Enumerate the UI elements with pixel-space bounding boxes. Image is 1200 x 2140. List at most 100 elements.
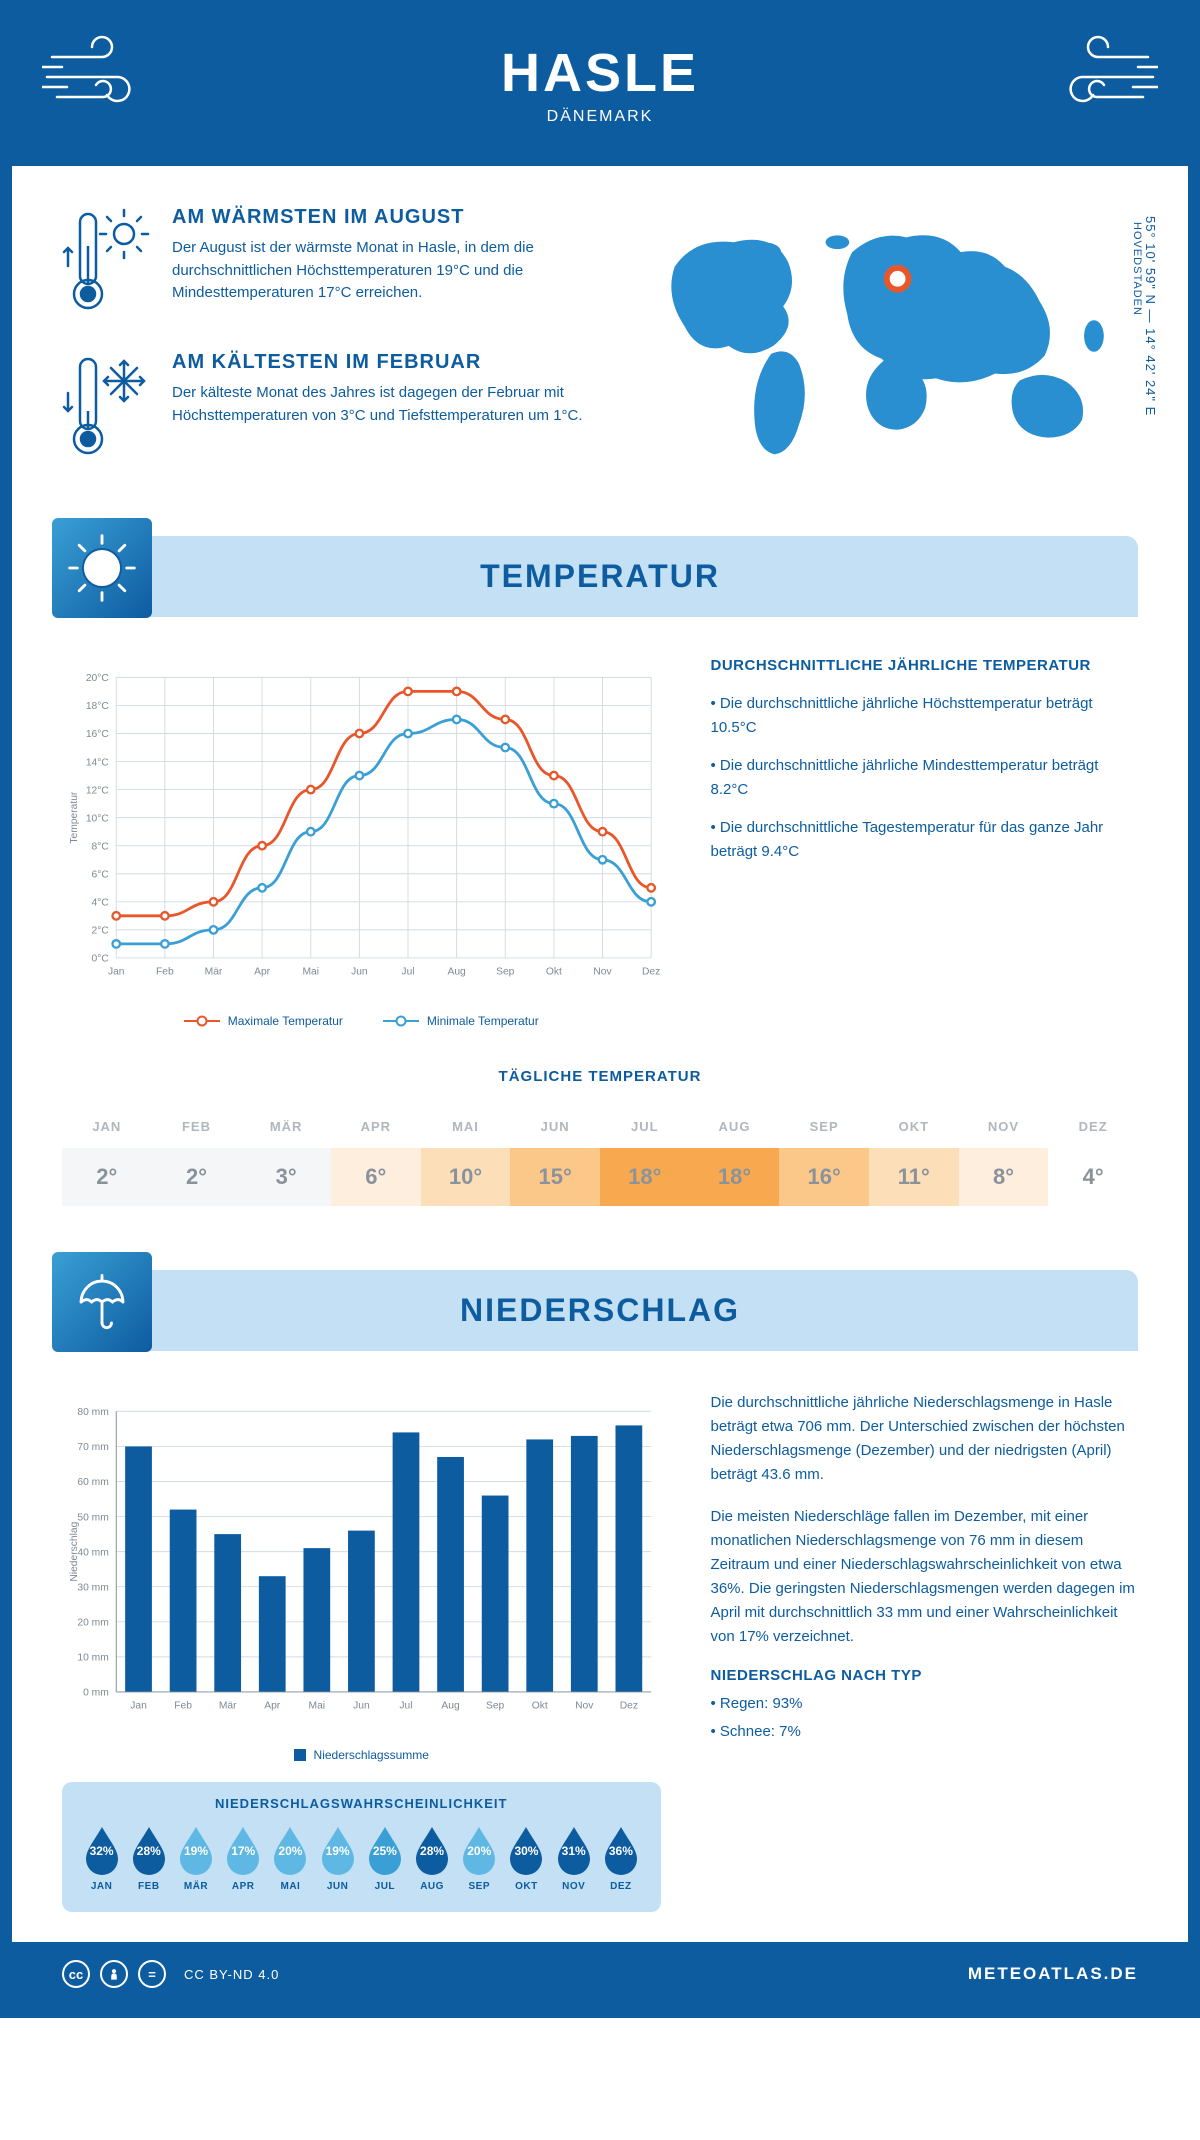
daily-temp-cell: MÄR3° [241, 1105, 331, 1220]
page-title: HASLE [32, 42, 1168, 104]
svg-text:Mär: Mär [219, 1701, 237, 1712]
svg-text:40 mm: 40 mm [77, 1547, 108, 1558]
precip-legend: Niederschlagssumme [62, 1748, 661, 1762]
footer: cc = CC BY-ND 4.0 METEOATLAS.DE [12, 1942, 1188, 2006]
by-icon [100, 1960, 128, 1988]
prob-cell: 28%FEB [127, 1825, 170, 1892]
daily-temp-cell: OKT11° [869, 1105, 959, 1220]
daily-temp-cell: JAN2° [62, 1105, 152, 1220]
temp-stat-item: • Die durchschnittliche jährliche Höchst… [711, 692, 1139, 740]
sun-icon [52, 518, 152, 618]
precip-probability-box: NIEDERSCHLAGSWAHRSCHEINLICHKEIT 32%JAN28… [62, 1782, 661, 1912]
svg-text:0 mm: 0 mm [83, 1688, 109, 1699]
coldest-title: AM KÄLTESTEN IM FEBRUAR [172, 351, 605, 374]
warmest-body: Der August ist der wärmste Monat in Hasl… [172, 237, 605, 305]
svg-text:Nov: Nov [575, 1701, 594, 1712]
coordinates: 55° 10' 59" N — 14° 42' 24" E HOVEDSTADE… [1131, 216, 1158, 416]
svg-text:Dez: Dez [620, 1701, 638, 1712]
svg-text:20°C: 20°C [86, 673, 110, 684]
precip-type-heading: NIEDERSCHLAG NACH TYP [711, 1667, 1139, 1684]
precip-type-item: • Schnee: 7% [711, 1720, 1139, 1744]
temperature-line-chart: 0°C2°C4°C6°C8°C10°C12°C14°C16°C18°C20°CJ… [62, 657, 661, 997]
legend-min: Minimale Temperatur [427, 1014, 539, 1028]
svg-text:Aug: Aug [448, 967, 467, 978]
precipitation-title: NIEDERSCHLAG [92, 1292, 1108, 1329]
temperature-header: TEMPERATUR [62, 536, 1138, 617]
world-map [645, 206, 1138, 466]
daily-temp-cell: MAI10° [421, 1105, 511, 1220]
prob-cell: 32%JAN [80, 1825, 123, 1892]
coords-region: HOVEDSTADEN [1131, 222, 1143, 416]
daily-temp-cell: JUL18° [600, 1105, 690, 1220]
wind-icon [42, 32, 162, 122]
svg-text:Jan: Jan [108, 967, 125, 978]
prob-cell: 20%MAI [269, 1825, 312, 1892]
svg-text:60 mm: 60 mm [77, 1477, 108, 1488]
daily-temp-heading: TÄGLICHE TEMPERATUR [62, 1068, 1138, 1085]
coldest-block: AM KÄLTESTEN IM FEBRUAR Der kälteste Mon… [62, 351, 605, 461]
svg-text:30 mm: 30 mm [77, 1582, 108, 1593]
svg-text:10°C: 10°C [86, 813, 110, 824]
legend-max: Maximale Temperatur [228, 1014, 343, 1028]
prob-cell: 20%SEP [458, 1825, 501, 1892]
temp-stat-item: • Die durchschnittliche jährliche Mindes… [711, 754, 1139, 802]
daily-temp-cell: APR6° [331, 1105, 421, 1220]
temp-stat-item: • Die durchschnittliche Tagestemperatur … [711, 816, 1139, 864]
svg-text:Temperatur: Temperatur [69, 791, 80, 843]
daily-temp-cell: AUG18° [690, 1105, 780, 1220]
precipitation-bar-chart: 0 mm10 mm20 mm30 mm40 mm50 mm60 mm70 mm8… [62, 1391, 661, 1731]
svg-text:80 mm: 80 mm [77, 1407, 108, 1418]
prob-cell: 19%MÄR [174, 1825, 217, 1892]
svg-text:Mai: Mai [309, 1701, 326, 1712]
precip-text-1: Die durchschnittliche jährliche Niedersc… [711, 1391, 1139, 1487]
svg-text:Nov: Nov [593, 967, 612, 978]
temperature-legend: Maximale Temperatur Minimale Temperatur [62, 1014, 661, 1028]
warmest-title: AM WÄRMSTEN IM AUGUST [172, 206, 605, 229]
daily-temp-cell: FEB2° [152, 1105, 242, 1220]
daily-temp-cell: SEP16° [779, 1105, 869, 1220]
svg-text:0°C: 0°C [92, 954, 110, 965]
legend-precip: Niederschlagssumme [314, 1748, 429, 1762]
svg-text:4°C: 4°C [92, 898, 110, 909]
daily-temp-cell: JUN15° [510, 1105, 600, 1220]
svg-text:Mär: Mär [205, 967, 223, 978]
prob-cell: 36%DEZ [599, 1825, 642, 1892]
svg-text:Mai: Mai [302, 967, 319, 978]
svg-text:12°C: 12°C [86, 785, 110, 796]
prob-cell: 31%NOV [552, 1825, 595, 1892]
svg-text:Apr: Apr [254, 967, 271, 978]
svg-text:Jun: Jun [353, 1701, 370, 1712]
cold-thermometer-icon [62, 351, 152, 461]
svg-text:Feb: Feb [174, 1701, 192, 1712]
coldest-body: Der kälteste Monat des Jahres ist dagege… [172, 382, 605, 427]
header: HASLE DÄNEMARK [12, 12, 1188, 166]
svg-text:18°C: 18°C [86, 701, 110, 712]
prob-cell: 17%APR [222, 1825, 265, 1892]
prob-cell: 30%OKT [505, 1825, 548, 1892]
svg-text:Feb: Feb [156, 967, 174, 978]
daily-temp-cell: DEZ4° [1048, 1105, 1138, 1220]
page-subtitle: DÄNEMARK [32, 108, 1168, 126]
prob-cell: 25%JUL [363, 1825, 406, 1892]
prob-cell: 19%JUN [316, 1825, 359, 1892]
warm-thermometer-icon [62, 206, 152, 316]
svg-text:Jan: Jan [130, 1701, 147, 1712]
svg-text:Niederschlag: Niederschlag [69, 1521, 80, 1581]
svg-text:Sep: Sep [496, 967, 515, 978]
warmest-block: AM WÄRMSTEN IM AUGUST Der August ist der… [62, 206, 605, 316]
svg-text:Dez: Dez [642, 967, 660, 978]
nd-icon: = [138, 1960, 166, 1988]
svg-text:8°C: 8°C [92, 841, 110, 852]
footer-site: METEOATLAS.DE [968, 1964, 1138, 1984]
cc-icon: cc [62, 1960, 90, 1988]
svg-text:50 mm: 50 mm [77, 1512, 108, 1523]
precip-type-item: • Regen: 93% [711, 1692, 1139, 1716]
svg-text:Jun: Jun [351, 967, 368, 978]
svg-text:6°C: 6°C [92, 869, 110, 880]
svg-text:Apr: Apr [264, 1701, 281, 1712]
svg-text:Sep: Sep [486, 1701, 505, 1712]
temp-stats-heading: DURCHSCHNITTLICHE JÄHRLICHE TEMPERATUR [711, 657, 1139, 674]
prob-heading: NIEDERSCHLAGSWAHRSCHEINLICHKEIT [80, 1796, 643, 1811]
coords-latlon: 55° 10' 59" N — 14° 42' 24" E [1143, 216, 1158, 416]
temperature-title: TEMPERATUR [92, 558, 1108, 595]
